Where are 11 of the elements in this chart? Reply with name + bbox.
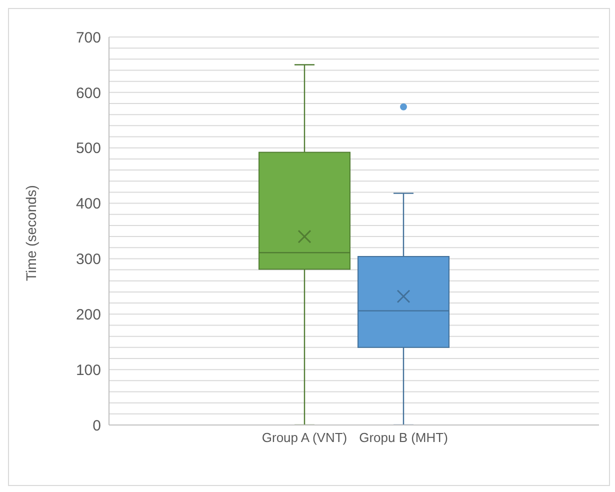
y-tick-label: 400 — [76, 196, 101, 213]
y-tick-label: 300 — [76, 251, 101, 268]
y-tick-label: 0 — [92, 417, 101, 434]
x-tick-label: Gropu B (MHT) — [359, 430, 448, 446]
y-axis-title: Time (seconds) — [22, 185, 39, 281]
x-tick-label: Group A (VNT) — [262, 430, 348, 446]
y-tick-label: 500 — [76, 140, 101, 158]
y-tick-label: 700 — [76, 29, 101, 46]
y-tick-label: 200 — [76, 306, 101, 324]
y-tick-label: 100 — [76, 362, 101, 379]
y-tick-label: 600 — [76, 84, 101, 102]
